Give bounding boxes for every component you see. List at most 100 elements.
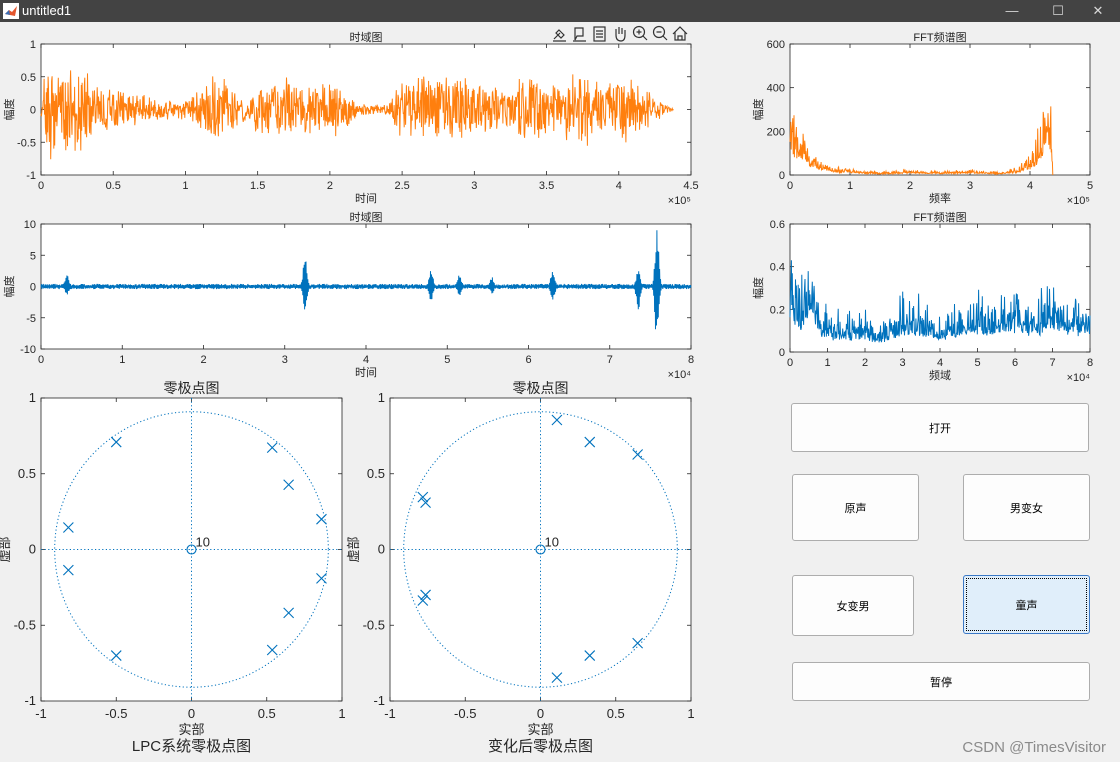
y-tick-label: 200: [767, 126, 785, 138]
y-tick-label: 0.6: [770, 219, 785, 231]
maximize-button[interactable]: ☐: [1052, 3, 1064, 18]
x-exponent-label: ×10⁴: [1067, 372, 1091, 384]
x-tick-label: 2: [862, 357, 868, 369]
y-tick-label: 1: [29, 390, 36, 405]
original-voice-button[interactable]: 原声: [792, 474, 919, 541]
x-tick-label: 0: [787, 180, 793, 192]
x-tick-label: 3.5: [539, 180, 554, 192]
plot-area: [789, 43, 1091, 176]
plot-title: 零极点图: [164, 380, 220, 396]
y-axis-label: 幅度: [751, 99, 765, 121]
x-tick-label: 6: [1012, 357, 1018, 369]
x-tick-label: 0: [537, 706, 544, 721]
x-tick-label: 8: [688, 354, 694, 366]
x-tick-label: 5: [1087, 180, 1093, 192]
x-tick-label: 4: [1027, 180, 1033, 192]
x-tick-label: 4.5: [683, 180, 698, 192]
pole-marker: [62, 522, 74, 533]
x-tick-label: 1: [824, 357, 830, 369]
y-tick-label: 0.5: [18, 466, 36, 481]
zero-marker: [186, 544, 197, 555]
y-tick-label: 0: [378, 542, 385, 557]
female-to-male-button[interactable]: 女变男: [792, 575, 914, 636]
y-tick-label: 0.2: [770, 304, 785, 316]
y-tick-label: -1: [26, 170, 36, 182]
y-tick-label: 0: [779, 347, 785, 359]
x-exponent-label: ×10⁴: [668, 369, 692, 381]
zero-multiplicity-label: 10: [545, 535, 559, 550]
figure-canvas: 0 0.5 1 1.5 2 2.5 3 3.5 4 4.5-1-0.500.51时域图时间幅度×1…: [0, 30, 1093, 755]
watermark: CSDN @TimesVisitor: [962, 739, 1106, 756]
pole-marker: [266, 442, 278, 453]
x-tick-label: -0.5: [105, 706, 127, 721]
y-tick-label: 1: [378, 390, 385, 405]
y-tick-label: -1: [24, 693, 36, 708]
pause-button[interactable]: 暂停: [792, 662, 1090, 701]
close-button[interactable]: ✕: [1092, 3, 1104, 18]
y-tick-label: -5: [26, 313, 36, 325]
axes-toolbar: [551, 24, 691, 44]
brush-icon[interactable]: [553, 29, 566, 42]
legend-icon[interactable]: [593, 26, 606, 42]
datatip-icon[interactable]: [573, 27, 586, 42]
unit-circle: [403, 411, 678, 688]
x-axis-label: 时间: [355, 366, 377, 379]
pole-marker: [266, 644, 278, 656]
x-tick-label: 3: [471, 180, 477, 192]
unit-circle: [54, 411, 329, 688]
y-tick-label: 0: [30, 105, 36, 117]
x-tick-label: 1.5: [250, 180, 265, 192]
zoom-in-icon[interactable]: [632, 25, 648, 41]
x-exponent-label: ×10⁵: [1067, 195, 1090, 207]
x-tick-label: 7: [1049, 357, 1055, 369]
male-to-female-button[interactable]: 男变女: [963, 474, 1090, 541]
pan-icon[interactable]: [615, 27, 626, 42]
x-tick-label: 2: [200, 354, 206, 366]
x-tick-label: 3: [967, 180, 973, 192]
x-tick-label: 3: [282, 354, 288, 366]
minimize-button[interactable]: —: [1005, 3, 1019, 18]
pole-marker: [584, 650, 596, 661]
plot-title: 时域图: [350, 211, 383, 224]
matlab-icon: [3, 3, 19, 19]
plot-caption: LPC系统零极点图: [132, 738, 251, 755]
y-tick-label: 0: [29, 542, 36, 557]
y-tick-label: -1: [373, 693, 385, 708]
open-button[interactable]: 打开: [791, 403, 1089, 452]
pole-marker: [632, 449, 644, 460]
x-axis-label: 时间: [355, 192, 377, 205]
pole-marker: [551, 672, 563, 683]
pole-marker: [420, 497, 431, 509]
pole-marker: [584, 436, 596, 448]
plot-title: FFT频谱图: [913, 30, 966, 44]
y-tick-label: 1: [30, 39, 36, 51]
x-tick-label: 1: [182, 180, 188, 192]
home-icon[interactable]: [672, 26, 688, 41]
pole-marker: [417, 595, 429, 606]
pole-marker: [316, 573, 327, 584]
child-voice-button[interactable]: 童声: [963, 575, 1090, 634]
y-axis-label: 虚部: [346, 536, 361, 562]
x-tick-label: 0.5: [106, 180, 121, 192]
pole-marker: [62, 564, 74, 576]
x-tick-label: 2: [327, 180, 333, 192]
x-exponent-label: ×10⁵: [668, 195, 691, 207]
signal-line: [40, 70, 674, 160]
x-tick-label: 4: [616, 180, 622, 192]
x-tick-label: 0: [787, 357, 793, 369]
plot-title: 零极点图: [513, 380, 569, 396]
y-tick-label: 0.5: [21, 72, 36, 84]
zoom-out-icon[interactable]: [652, 25, 668, 41]
x-tick-label: 8: [1087, 357, 1093, 369]
y-tick-label: 600: [767, 39, 785, 51]
x-tick-label: 0: [38, 180, 44, 192]
y-tick-label: 10: [24, 219, 36, 231]
x-tick-label: 5: [974, 357, 980, 369]
x-tick-label: 2.5: [394, 180, 409, 192]
